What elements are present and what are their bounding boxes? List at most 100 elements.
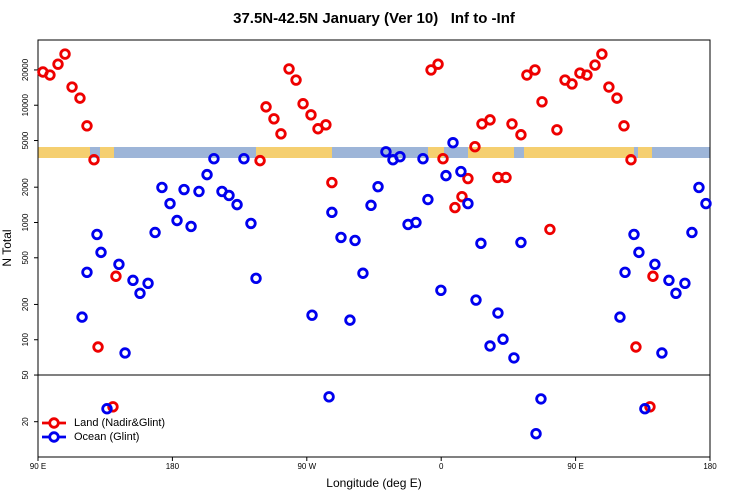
point [506,118,518,130]
point [223,189,235,202]
point [372,180,384,193]
point [497,333,509,345]
point [52,58,64,70]
point [178,183,190,196]
point [581,69,593,81]
point [323,391,335,403]
point [440,169,452,182]
point [290,74,302,86]
point [670,287,682,299]
point [171,214,183,227]
point [686,226,698,239]
point [275,128,287,140]
y-tick-label: 100 [21,333,30,347]
y-tick-label: 20000 [21,58,30,81]
point [305,109,317,121]
x-tick-label: 90 W [297,462,316,471]
point [456,190,468,203]
point [127,274,139,287]
point [254,154,266,167]
point [297,98,309,110]
point [306,309,318,321]
point [508,352,520,364]
point [663,274,675,287]
point [417,152,429,165]
point [437,152,449,165]
point [693,181,705,194]
point [656,347,668,359]
point [357,267,369,279]
point [566,78,578,90]
x-tick-label: 180 [166,462,180,471]
point [283,63,295,75]
point [618,120,630,132]
x-axis-label: Longitude (deg E) [326,476,421,490]
point [470,294,482,306]
point [679,277,691,289]
point [394,150,406,163]
point [422,193,434,206]
point [110,270,122,282]
point [88,154,100,166]
point [589,59,601,71]
point [92,341,104,353]
point [544,223,556,236]
point [530,428,542,440]
point [326,176,338,189]
y-tick-label: 500 [21,251,30,265]
point [614,311,626,323]
point [201,168,213,181]
point [449,201,461,214]
point [107,401,119,413]
point [462,172,474,185]
point [596,48,608,60]
point [432,58,444,70]
point [380,146,392,158]
point [515,236,527,249]
point [349,234,361,247]
point [529,64,541,76]
point [484,340,496,352]
point [335,231,347,244]
point [611,92,623,104]
point [447,137,459,149]
point [156,181,168,194]
x-tick-label: 90 E [567,462,583,471]
point [185,220,197,233]
y-tick-label: 200 [21,297,30,311]
plot-frame [37,39,711,458]
point [320,119,332,131]
point [81,266,93,278]
point [633,246,645,259]
point [484,114,496,126]
point [81,120,93,132]
point [208,152,220,165]
surface-band [38,147,710,158]
point [492,307,504,319]
legend-marker [48,431,60,443]
point [113,258,125,270]
x-tick-label: 90 E [30,462,46,471]
point [619,266,631,278]
point [193,185,205,198]
point [630,341,642,353]
point [250,272,262,285]
point [500,171,512,184]
x-tick-label: 180 [703,462,717,471]
legend-label: Land (Nadir&Glint) [74,417,165,429]
point [95,246,107,259]
y-tick-label: 5000 [21,131,30,149]
point [462,197,474,210]
point [625,154,637,166]
legend-label: Ocean (Glint) [74,431,139,443]
point [164,197,176,210]
point [326,206,338,219]
y-tick-label: 1000 [21,213,30,231]
y-tick-label: 2000 [21,178,30,196]
y-tick-label: 20 [21,417,30,426]
point [639,403,651,415]
y-axis-label: N Total [0,229,14,266]
point [535,393,547,405]
point [649,258,661,270]
